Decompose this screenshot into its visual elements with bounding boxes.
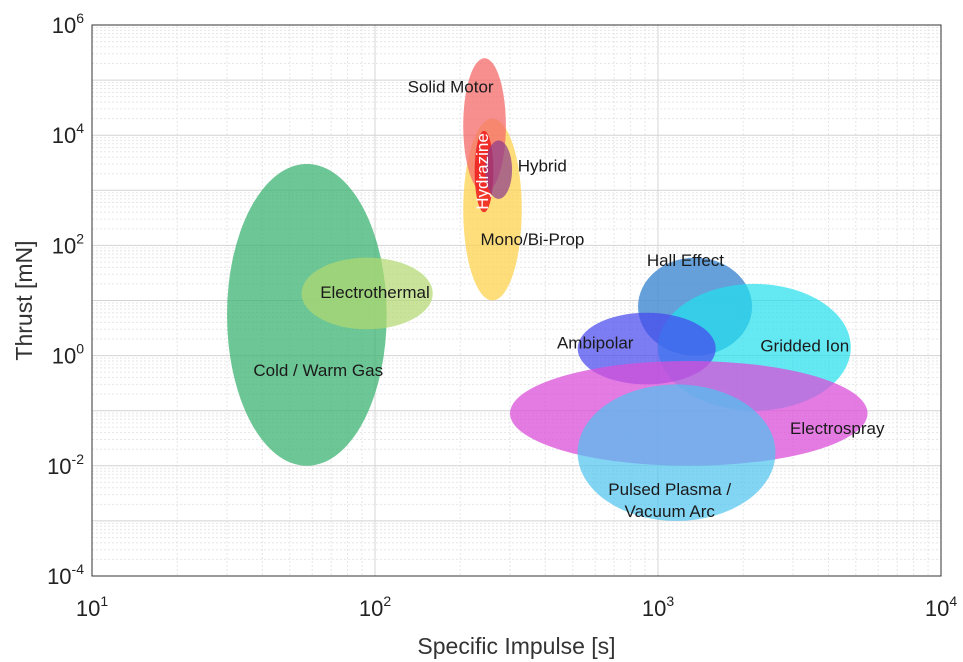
region-label-line: Electrospray xyxy=(790,419,885,438)
region-label-mono-bi-prop: Mono/Bi-Prop xyxy=(480,231,584,250)
region-label-line: Hydrazine xyxy=(474,133,493,210)
region-hybrid xyxy=(485,140,513,199)
region-label-line: Solid Motor xyxy=(408,78,494,97)
x-tick-label: 103 xyxy=(642,593,674,621)
region-electrothermal xyxy=(301,257,433,330)
region-labels: Cold / Warm Gas Electrothermal Mono/Bi-Pro… xyxy=(253,78,885,521)
region-label-line: Vacuum Arc xyxy=(625,503,716,522)
x-tick-label: 101 xyxy=(76,593,108,621)
y-tick-label: 106 xyxy=(52,10,84,38)
region-label-ambipolar: Ambipolar xyxy=(557,334,634,353)
y-axis-label: Thrust [mN] xyxy=(11,240,37,360)
regions xyxy=(227,58,868,521)
region-pulsed-plasma xyxy=(577,384,776,521)
y-tick-label: 104 xyxy=(52,120,84,148)
region-label-electrothermal: Electrothermal xyxy=(320,284,430,303)
y-tick-label: 10-2 xyxy=(47,451,84,479)
region-label-pulsed-plasma: Pulsed Plasma / Vacuum Arc xyxy=(608,481,731,522)
region-label-line: Cold / Warm Gas xyxy=(253,362,383,381)
region-label-hall-effect: Hall Effect xyxy=(647,251,724,270)
region-label-hydrazine: Hydrazine xyxy=(474,133,493,210)
region-label-electrospray: Electrospray xyxy=(790,419,885,438)
region-label-line: Ambipolar xyxy=(557,334,634,353)
y-tick-label: 100 xyxy=(52,341,84,369)
region-label-cold-warm-gas: Cold / Warm Gas xyxy=(253,362,383,381)
plot-area-frame xyxy=(91,24,942,577)
x-tick-label: 104 xyxy=(925,593,957,621)
tick-labels: 101 102 103 104 10-4 10-2 100 102 104 106 xyxy=(47,10,957,621)
region-cold-warm-gas xyxy=(227,164,387,466)
region-label-line: Gridded Ion xyxy=(760,337,849,356)
region-label-hybrid: Hybrid xyxy=(518,157,567,176)
x-axis-label: Specific Impulse [s] xyxy=(417,633,615,659)
region-label-solid-motor: Solid Motor xyxy=(408,78,494,97)
y-tick-label: 102 xyxy=(52,230,84,258)
region-label-line: Pulsed Plasma / xyxy=(608,481,731,500)
region-label-line: Hall Effect xyxy=(647,251,724,270)
region-label-line: Hybrid xyxy=(518,157,567,176)
region-label-line: Electrothermal xyxy=(320,284,430,303)
region-label-gridded-ion: Gridded Ion xyxy=(760,337,849,356)
y-tick-label: 10-4 xyxy=(47,561,84,589)
region-label-line: Mono/Bi-Prop xyxy=(480,231,584,250)
x-tick-label: 102 xyxy=(359,593,391,621)
